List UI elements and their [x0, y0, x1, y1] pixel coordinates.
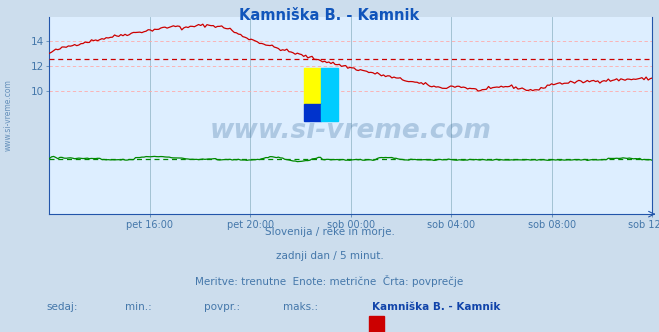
Bar	[304, 68, 321, 104]
Text: www.si-vreme.com: www.si-vreme.com	[210, 118, 492, 144]
Text: www.si-vreme.com: www.si-vreme.com	[4, 79, 13, 151]
Text: maks.:: maks.:	[283, 302, 318, 312]
Bar	[321, 68, 337, 104]
Bar	[321, 104, 337, 121]
Bar	[304, 104, 321, 121]
Text: sedaj:: sedaj:	[46, 302, 78, 312]
Text: Meritve: trenutne  Enote: metrične  Črta: povprečje: Meritve: trenutne Enote: metrične Črta: …	[195, 275, 464, 287]
Text: Slovenija / reke in morje.: Slovenija / reke in morje.	[264, 227, 395, 237]
Text: min.:: min.:	[125, 302, 152, 312]
Text: Kamniška B. - Kamnik: Kamniška B. - Kamnik	[239, 8, 420, 23]
Text: Kamniška B. - Kamnik: Kamniška B. - Kamnik	[372, 302, 501, 312]
Text: zadnji dan / 5 minut.: zadnji dan / 5 minut.	[275, 251, 384, 261]
Text: povpr.:: povpr.:	[204, 302, 241, 312]
